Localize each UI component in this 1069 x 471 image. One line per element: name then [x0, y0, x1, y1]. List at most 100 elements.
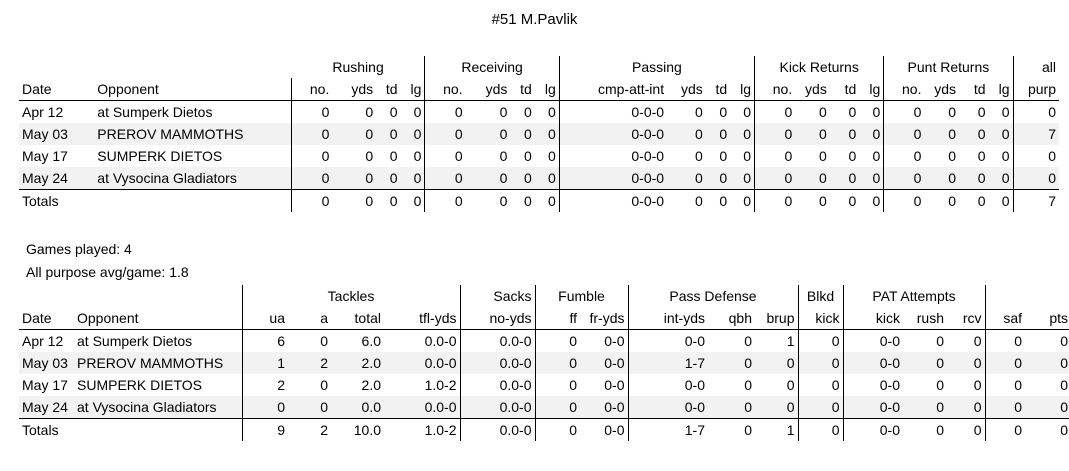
offense-header-cell: yds [332, 78, 377, 101]
defense-total-cell: 0-0 [580, 418, 629, 441]
defense-cell: 0-0 [580, 329, 629, 352]
offense-cell: 0 [424, 167, 466, 190]
defense-header-cell: fr-yds [580, 307, 629, 330]
offense-total-cell: 0 [400, 189, 426, 212]
offense-total-cell: 0 [465, 189, 511, 212]
offense-cell: 0 [754, 123, 796, 145]
offense-cell: 0-0-0 [631, 148, 665, 164]
offense-header-cell: Date [19, 78, 95, 101]
defense-cell: 0 [755, 352, 799, 374]
offense-header-cell: lg [400, 78, 426, 101]
offense-header-cell: purp [1013, 78, 1059, 101]
defense-header-cell: rush [903, 307, 947, 330]
defense-cell: 0 [755, 396, 799, 419]
offense-total-cell: 0 [829, 189, 860, 212]
offense-header-cell: no. [883, 78, 925, 101]
offense-cell: 0 [848, 148, 857, 164]
offense-cell: 0 [859, 100, 885, 123]
offense-cell: 0 [795, 123, 830, 145]
defense-cell: 0.0-0 [384, 396, 461, 419]
offense-cell: 0 [400, 167, 426, 190]
offense-cell: 0 [730, 145, 756, 167]
offense-header-cell: yds [795, 78, 830, 101]
games-played: Games played: 4 [26, 241, 132, 257]
defense-header-cell: Opponent [74, 307, 243, 330]
defense-group-row: Tackles Sacks Fumble Pass Defense Blkd P… [19, 285, 1069, 307]
offense-cell: 0 [913, 104, 922, 120]
offense-cell: 0 [859, 123, 885, 145]
offense-cell: 0 [795, 167, 830, 190]
defense-header-cell: no-yds [460, 307, 536, 330]
offense-cell: 7 [1013, 123, 1059, 145]
group-punt-returns: Punt Returns [883, 56, 1014, 78]
offense-cell: 0 [829, 123, 860, 145]
offense-header-cell: lg [859, 78, 885, 101]
offense-total-cell: Totals [19, 189, 95, 212]
offense-cell: 0 [454, 148, 463, 164]
defense-header-cell: saf [985, 307, 1026, 330]
defense-header-row: Date Opponent ua a total tfl-yds no-yds ff fr-yd… [19, 307, 1069, 330]
offense-cell: 0 [400, 123, 426, 145]
defense-cell: 0-0 [879, 377, 900, 393]
offense-cell: at Vysocina Gladiators [94, 167, 293, 190]
offense-cell: 0 [948, 148, 957, 164]
offense-total-cell: 0 [859, 189, 885, 212]
table-row: May 24 at Vysocina Gladiators 0 0 0.0 0.0-0 0.… [19, 396, 1069, 419]
table-row: May 03 PREROV MAMMOTHS 1 2 2.0 0.0-0 0.0-0 0 0-0… [19, 352, 1069, 374]
defense-cell: 0 [985, 396, 1026, 419]
group-receiving: Receiving [424, 56, 560, 78]
offense-cell: 0 [424, 123, 466, 145]
defense-cell: 0 [242, 396, 288, 419]
defense-total-cell: 1 [755, 418, 799, 441]
defense-cell: 0-0 [843, 352, 903, 374]
defense-cell: 0 [947, 396, 986, 419]
defense-cell: PREROV MAMMOTHS [74, 352, 243, 374]
offense-rows: Apr 12 at Sumperk Dietos 0 0 0 0 0 0 0 0 0-0-0 0 0 0 0… [19, 100, 1059, 190]
defense-cell: 0 [288, 396, 331, 419]
defense-cell: 0 [947, 352, 986, 374]
defense-cell: 1 [755, 329, 799, 352]
offense-header-cell: lg [534, 78, 560, 101]
offense-cell: 0 [321, 104, 330, 120]
defense-cell: 0 [985, 352, 1026, 374]
defense-rows: Apr 12 at Sumperk Dietos 6 0 6.0 0.0-0 0.0-0 0 0… [19, 329, 1069, 419]
offense-total-cell: 0 [705, 189, 731, 212]
offense-cell: 0 [332, 123, 377, 145]
defense-total-cell [74, 418, 243, 441]
offense-total-cell: 0 [534, 189, 560, 212]
offense-cell: PREROV MAMMOTHS [94, 123, 293, 145]
offense-total-cell: 0 [883, 189, 925, 212]
defense-header-cell: brup [755, 307, 799, 330]
defense-header-cell: Date [19, 307, 74, 330]
offense-total-cell: 0 [795, 189, 830, 212]
offense-header-cell: no. [754, 78, 796, 101]
offense-total-cell: 0 [667, 189, 706, 212]
offense-cell: 0 [365, 104, 374, 120]
offense-header-cell: td [376, 78, 401, 101]
offense-cell: 0 [959, 167, 989, 190]
offense-cell: 0 [988, 145, 1014, 167]
offense-header-row: Date Opponent no. yds td lg no. yds td lg cmp-att-… [19, 78, 1059, 101]
defense-cell: May 24 [19, 396, 74, 419]
defense-cell: 2.0 [361, 377, 381, 393]
defense-cell: 0.0-0 [460, 352, 536, 374]
table-row: May 03 PREROV MAMMOTHS 0 0 0 0 0 0 0 0 0-0-0 0 0 0 0 0 0… [19, 123, 1059, 145]
defense-cell: 0 [798, 396, 844, 419]
defense-cell: Apr 12 [22, 333, 64, 349]
defense-cell: 0 [320, 333, 328, 349]
defense-header-cell: qbh [708, 307, 755, 330]
table-row: May 17 SUMPERK DIETOS 0 0 0 0 0 0 0 0 0-0-0 0 0 0 0 0 0 0… [19, 145, 1059, 167]
offense-total-cell: 0-0-0 [559, 189, 668, 212]
table-row: May 24 at Vysocina Gladiators 0 0 0 0 0 0 0 0 0-0-… [19, 167, 1059, 190]
offense-cell: 0 [705, 167, 731, 190]
offense-cell: 0 [848, 104, 857, 120]
defense-total-cell: 0 [708, 418, 755, 441]
offense-header-cell: cmp-att-int [559, 78, 668, 101]
defense-cell: 0 [708, 396, 755, 419]
offense-cell: 0 [365, 148, 374, 164]
defense-cell: 0 [1060, 333, 1069, 349]
table-row: Apr 12 at Sumperk Dietos 6 0 6.0 0.0-0 0.0-0 0 0… [19, 329, 1069, 352]
page-title: #51 M.Pavlik [491, 11, 578, 28]
offense-cell: 0 [534, 100, 560, 123]
offense-cell: 0 [1048, 148, 1056, 164]
